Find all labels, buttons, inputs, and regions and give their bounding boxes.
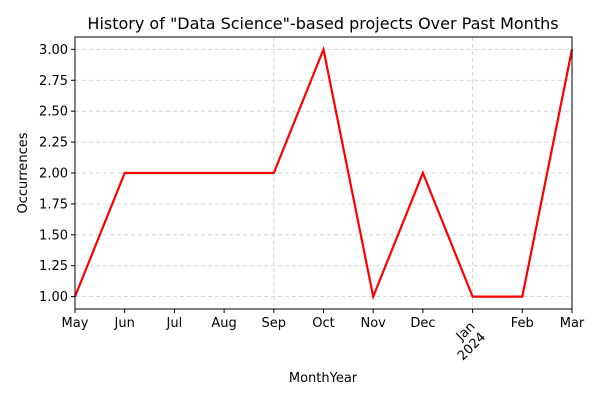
x-axis-label: MonthYear bbox=[289, 371, 358, 386]
y-tick-label: 1.75 bbox=[39, 197, 68, 212]
x-tick-label: Oct bbox=[312, 316, 334, 331]
chart-title: History of "Data Science"-based projects… bbox=[87, 14, 558, 33]
x-tick-label: Aug bbox=[211, 316, 236, 331]
x-tick-label: Jan2024 bbox=[444, 319, 489, 364]
series-line bbox=[73, 45, 574, 301]
series-layer bbox=[73, 45, 574, 301]
y-tick-label: 3.00 bbox=[39, 43, 68, 58]
y-axis-ticks: 1.00 1.25 1.50 1.75 2.00 2.25 2.50 2.75 3.00 bbox=[39, 43, 75, 305]
y-tick-label: 2.50 bbox=[39, 105, 68, 120]
x-axis-ticks: May Jun Jul Aug Sep Oct Nov Dec Jan2024 Feb Mar bbox=[62, 309, 585, 364]
x-tick-label: Feb bbox=[511, 316, 534, 331]
x-tick-label: Sep bbox=[262, 316, 287, 331]
y-tick-label: 1.25 bbox=[39, 259, 68, 274]
x-tick-label: Nov bbox=[361, 316, 387, 331]
y-tick-label: 1.00 bbox=[39, 290, 68, 305]
x-tick-label: Mar bbox=[560, 316, 585, 331]
x-tick-label: Jul bbox=[166, 316, 183, 331]
y-tick-label: 2.00 bbox=[39, 167, 68, 182]
y-tick-label: 1.50 bbox=[39, 228, 68, 243]
x-tick-label: May bbox=[62, 316, 89, 331]
y-axis-label: Occurrences bbox=[16, 132, 31, 213]
x-tick-label: Jun bbox=[114, 316, 135, 331]
y-tick-label: 2.25 bbox=[39, 136, 68, 151]
y-tick-label: 2.75 bbox=[39, 74, 68, 89]
x-tick-label: Dec bbox=[410, 316, 435, 331]
